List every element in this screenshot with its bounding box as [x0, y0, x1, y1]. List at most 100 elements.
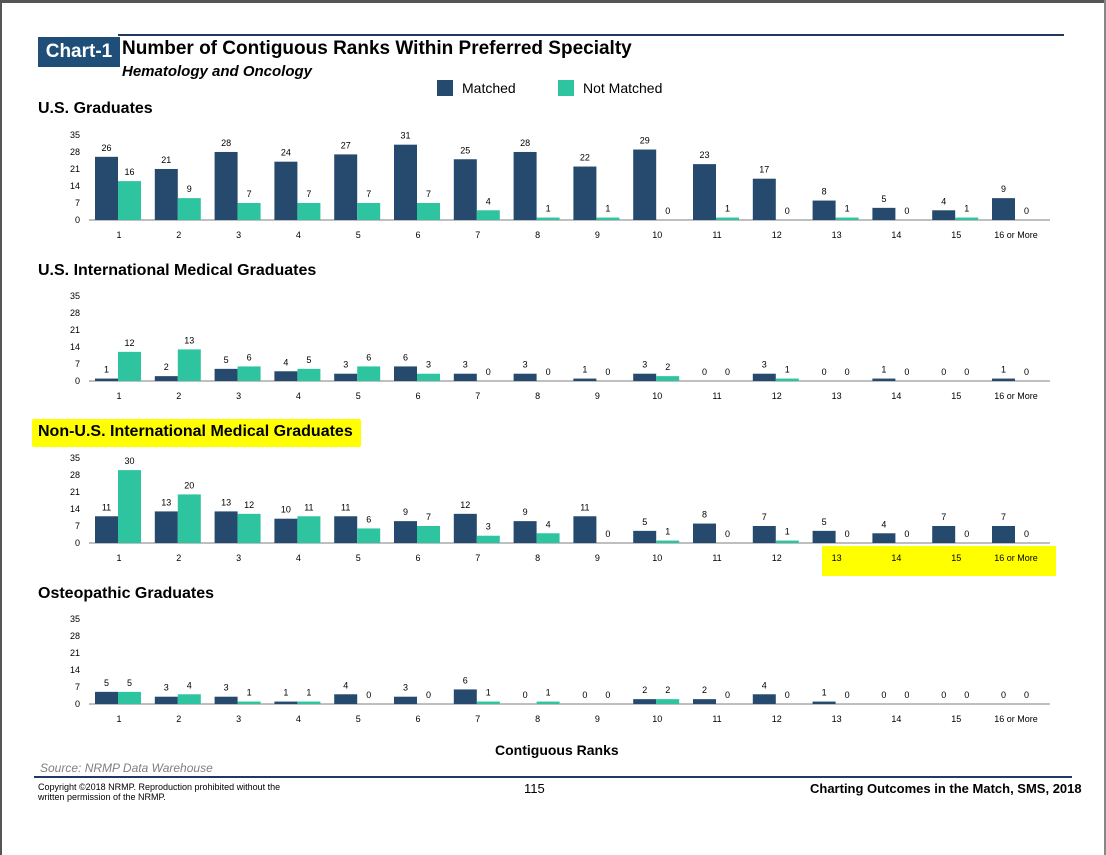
data-label-not-matched: 1 — [785, 365, 790, 375]
chart-title: Number of Contiguous Ranks Within Prefer… — [122, 38, 632, 59]
data-label-not-matched: 13 — [184, 335, 194, 345]
data-label-not-matched: 4 — [546, 519, 551, 529]
data-label-matched: 5 — [642, 517, 647, 527]
source-note: Source: NRMP Data Warehouse — [40, 761, 213, 775]
x-tick-label: 10 — [652, 230, 662, 240]
bar-matched — [453, 159, 477, 220]
data-label-matched: 1 — [881, 365, 886, 375]
data-label-matched: 28 — [520, 138, 530, 148]
data-label-matched: 6 — [463, 675, 468, 685]
x-tick-label: 16 or More — [994, 230, 1038, 240]
bar-matched — [992, 525, 1015, 543]
y-tick-label: 0 — [75, 376, 80, 386]
data-label-matched: 1 — [1001, 365, 1006, 375]
bar-not-matched — [297, 202, 321, 220]
data-label-not-matched: 1 — [605, 204, 610, 214]
data-label-not-matched: 1 — [546, 204, 551, 214]
data-label-matched: 23 — [699, 150, 709, 160]
y-tick-label: 14 — [70, 504, 80, 514]
data-label-matched: 5 — [822, 517, 827, 527]
bar-matched — [274, 161, 298, 220]
data-label-not-matched: 5 — [306, 355, 311, 365]
data-label-not-matched: 0 — [665, 206, 670, 216]
bar-matched — [394, 144, 417, 220]
data-label-matched: 3 — [463, 360, 468, 370]
data-label-not-matched: 1 — [845, 204, 850, 214]
data-label-not-matched: 0 — [725, 690, 730, 700]
bar-matched — [394, 696, 417, 704]
data-label-matched: 0 — [941, 367, 946, 377]
x-tick-label: 14 — [891, 714, 901, 724]
bar-not-matched — [656, 699, 680, 704]
bar-not-matched — [835, 217, 859, 220]
bar-matched — [633, 699, 657, 704]
bar-matched — [812, 701, 836, 704]
data-label-matched: 4 — [762, 680, 767, 690]
data-label-not-matched: 7 — [426, 189, 431, 199]
copyright-note: Copyright ©2018 NRMP. Reproduction prohi… — [38, 782, 281, 802]
x-tick-label: 1 — [116, 714, 121, 724]
data-label-matched: 0 — [582, 690, 587, 700]
x-tick-label: 13 — [832, 714, 842, 724]
data-label-matched: 9 — [1001, 184, 1006, 194]
bar-not-matched — [177, 494, 201, 543]
data-label-not-matched: 0 — [785, 690, 790, 700]
x-tick-label: 7 — [475, 553, 480, 563]
data-label-not-matched: 0 — [725, 529, 730, 539]
bar-not-matched — [656, 540, 680, 543]
bar-matched — [872, 533, 896, 543]
x-tick-label: 10 — [652, 714, 662, 724]
data-label-matched: 5 — [881, 194, 886, 204]
x-tick-label: 10 — [652, 553, 662, 563]
data-label-not-matched: 4 — [486, 196, 491, 206]
x-tick-label: 8 — [535, 714, 540, 724]
data-label-matched: 25 — [460, 145, 470, 155]
y-tick-label: 35 — [70, 130, 80, 140]
data-label-not-matched: 0 — [1024, 367, 1029, 377]
y-tick-label: 28 — [70, 631, 80, 641]
x-tick-label: 4 — [296, 714, 301, 724]
page-edge — [0, 0, 1106, 3]
x-tick-label: 3 — [236, 391, 241, 401]
data-label-matched: 4 — [343, 680, 348, 690]
bar-matched — [394, 366, 417, 381]
bar-not-matched — [357, 366, 381, 381]
data-label-matched: 3 — [343, 360, 348, 370]
x-tick-label: 5 — [356, 553, 361, 563]
data-label-not-matched: 11 — [304, 502, 313, 512]
data-label-matched: 9 — [403, 507, 408, 517]
y-tick-label: 35 — [70, 614, 80, 624]
data-label-not-matched: 0 — [486, 367, 491, 377]
y-tick-label: 21 — [70, 648, 80, 658]
data-label-matched: 5 — [224, 355, 229, 365]
data-label-not-matched: 0 — [845, 690, 850, 700]
x-tick-label: 13 — [832, 230, 842, 240]
footer-rule — [34, 776, 1072, 778]
bar-not-matched — [297, 368, 321, 381]
bar-not-matched — [357, 202, 381, 220]
data-label-matched: 6 — [403, 352, 408, 362]
data-label-matched: 2 — [642, 685, 647, 695]
bar-matched — [633, 373, 657, 381]
data-label-not-matched: 0 — [725, 367, 730, 377]
data-label-matched: 11 — [102, 502, 111, 512]
data-label-matched: 29 — [640, 136, 650, 146]
data-label-not-matched: 1 — [725, 204, 730, 214]
y-tick-label: 35 — [70, 291, 80, 301]
x-tick-label: 6 — [415, 553, 420, 563]
x-tick-label: 14 — [891, 553, 901, 563]
data-label-not-matched: 0 — [964, 690, 969, 700]
data-label-matched: 7 — [1001, 512, 1006, 522]
data-label-not-matched: 2 — [665, 362, 670, 372]
data-label-not-matched: 9 — [187, 184, 192, 194]
data-label-not-matched: 7 — [247, 189, 252, 199]
bar-matched — [573, 166, 597, 220]
bar-not-matched — [177, 694, 201, 704]
data-label-matched: 13 — [161, 497, 171, 507]
bar-matched — [453, 373, 477, 381]
bar-not-matched — [237, 202, 261, 220]
bar-matched — [513, 151, 537, 220]
y-tick-label: 7 — [75, 359, 80, 369]
data-label-not-matched: 6 — [247, 352, 252, 362]
data-label-matched: 17 — [759, 165, 769, 175]
